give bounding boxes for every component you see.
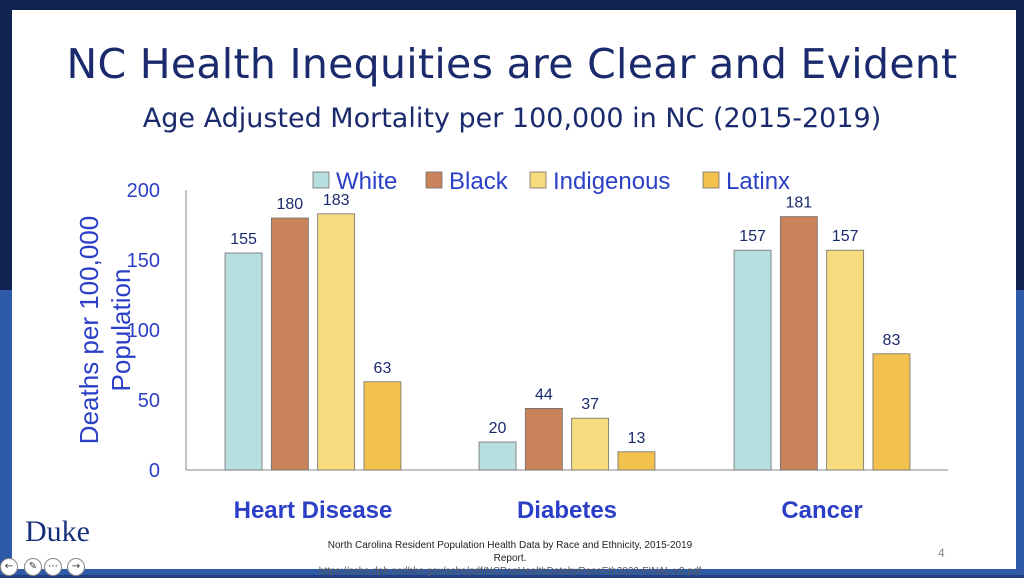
- bar-white: [478, 441, 517, 471]
- legend-label-white: White: [336, 168, 397, 195]
- data-label: 181: [785, 195, 812, 212]
- bar-black: [270, 217, 309, 471]
- data-label: 13: [628, 430, 646, 447]
- pen-icon[interactable]: ✎: [24, 558, 42, 576]
- page-number: 4: [938, 546, 945, 560]
- legend-label-indigenous: Indigenous: [553, 168, 670, 195]
- bar-indigenous: [317, 213, 356, 471]
- y-tick-label: 100: [127, 320, 160, 342]
- more-icon[interactable]: ⋯: [44, 558, 62, 576]
- y-axis-label: Deaths per 100,000Population: [74, 216, 136, 444]
- data-label: 157: [739, 228, 766, 245]
- bar-indigenous: [826, 249, 865, 471]
- data-label: 83: [883, 332, 901, 349]
- data-label: 157: [832, 228, 859, 245]
- bar-white: [224, 252, 263, 471]
- data-label: 37: [581, 396, 599, 413]
- category-label: Cancer: [781, 497, 862, 524]
- legend-swatch-latinx: [702, 171, 720, 189]
- source-url: https://schs.dph.ncdhhs.gov/schs/pdf/NCP…: [318, 566, 702, 577]
- legend-swatch-white: [312, 171, 330, 189]
- slide-subtitle: Age Adjusted Mortality per 100,000 in NC…: [142, 103, 882, 134]
- bar-white: [733, 249, 772, 471]
- legend-label-black: Black: [449, 168, 509, 195]
- source-line-2: Report.: [493, 553, 527, 564]
- legend-label-latinx: Latinx: [726, 168, 790, 195]
- y-tick-label: 50: [138, 390, 160, 412]
- bar-latinx: [617, 451, 656, 471]
- bar-black: [779, 216, 818, 471]
- source-citation: North Carolina Resident Population Healt…: [300, 539, 720, 578]
- bar-indigenous: [571, 417, 610, 471]
- arrow-right-icon[interactable]: →: [67, 558, 85, 576]
- y-tick-label: 200: [127, 180, 160, 202]
- data-label: 183: [323, 192, 350, 209]
- data-label: 20: [489, 420, 507, 437]
- legend-swatch-black: [425, 171, 443, 189]
- legend-swatch-indigenous: [529, 171, 547, 189]
- bar-black: [524, 407, 563, 471]
- slide-title: NC Health Inequities are Clear and Evide…: [66, 40, 958, 88]
- category-label: Heart Disease: [234, 497, 393, 524]
- y-tick-label: 150: [127, 250, 160, 272]
- source-line-1: North Carolina Resident Population Healt…: [327, 540, 693, 551]
- y-tick-label: 0: [149, 460, 160, 482]
- category-label: Diabetes: [517, 497, 617, 524]
- arrow-left-icon[interactable]: ←: [0, 558, 18, 576]
- data-label: 180: [276, 196, 303, 213]
- duke-logo: Duke: [25, 515, 90, 548]
- bar-latinx: [363, 381, 402, 471]
- bar-latinx: [872, 353, 911, 471]
- data-label: 44: [535, 386, 553, 403]
- data-label: 155: [230, 231, 257, 248]
- data-label: 63: [374, 360, 392, 377]
